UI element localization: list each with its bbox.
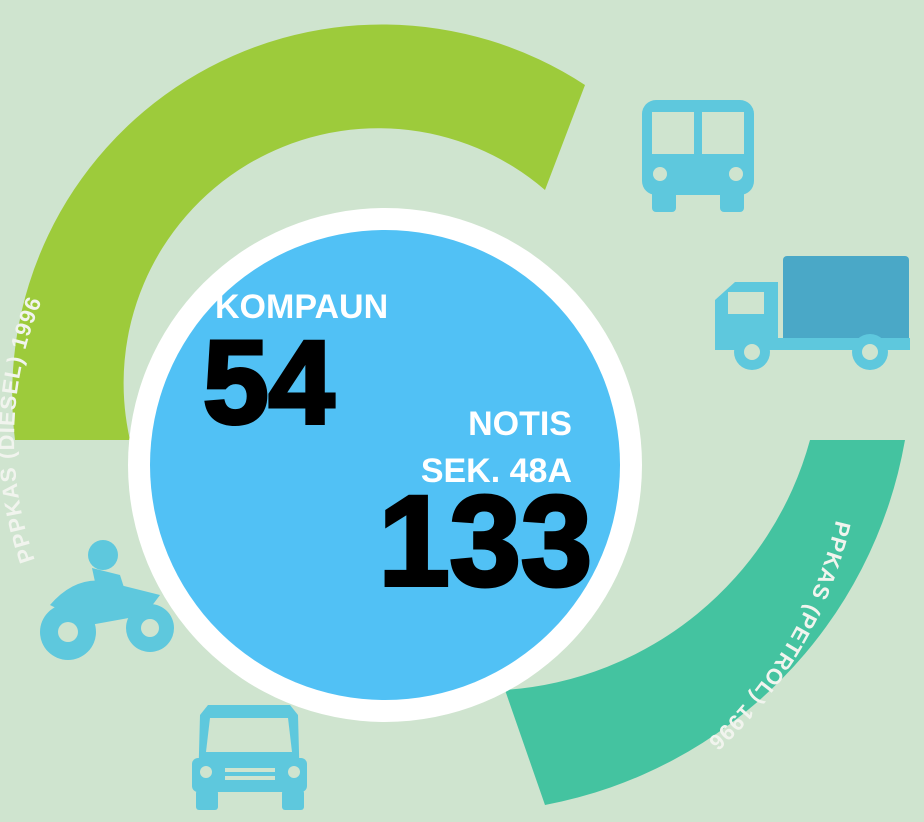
- petrol-arc: [505, 440, 905, 805]
- motorcycle-icon: [40, 540, 174, 660]
- car-icon: [192, 705, 307, 810]
- notis-sub: SEK. 48A: [421, 452, 572, 490]
- kompaun-label: KOMPAUN: [215, 288, 388, 326]
- diesel-arc: [12, 24, 586, 441]
- circle-center: [150, 230, 620, 700]
- notis-label: NOTIS: [468, 405, 572, 443]
- notis-value: 133: [378, 470, 592, 613]
- bus-icon: [642, 100, 754, 212]
- kompaun-value: 54: [203, 317, 334, 449]
- truck-icon: [715, 256, 910, 370]
